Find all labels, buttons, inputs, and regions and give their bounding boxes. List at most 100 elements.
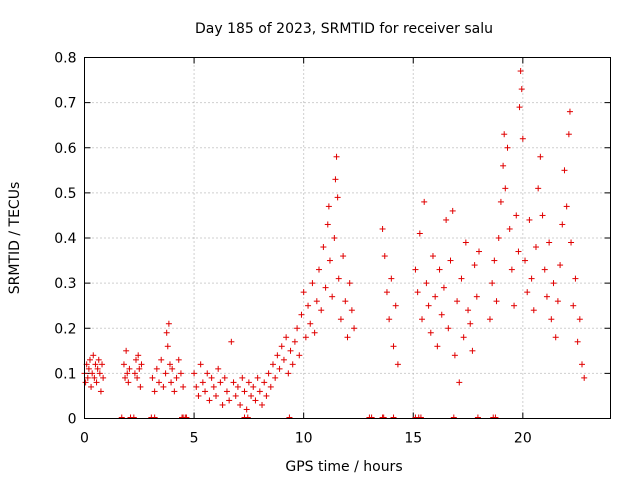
data-point <box>519 135 526 142</box>
data-point <box>324 221 331 228</box>
data-point <box>239 374 246 381</box>
data-point <box>572 275 579 282</box>
data-point <box>173 374 180 381</box>
data-point <box>493 298 500 305</box>
data-point <box>530 307 537 314</box>
data-point <box>136 365 143 372</box>
data-point <box>254 374 261 381</box>
data-point <box>123 347 130 354</box>
data-point <box>223 388 230 395</box>
data-point <box>191 370 198 377</box>
data-point <box>331 235 338 241</box>
data-point <box>557 262 564 269</box>
data-point <box>86 356 93 363</box>
data-point <box>517 68 524 75</box>
data-point <box>390 343 397 350</box>
data-point <box>88 383 95 390</box>
data-point <box>204 370 211 377</box>
data-point <box>92 361 99 368</box>
data-point <box>278 343 285 350</box>
data-point <box>421 198 428 205</box>
data-point <box>563 203 570 210</box>
data-point <box>307 320 314 327</box>
data-point <box>467 320 474 327</box>
data-point <box>215 365 222 372</box>
data-point <box>316 266 323 273</box>
data-point <box>500 162 507 169</box>
data-point <box>272 374 279 381</box>
data-point <box>335 275 342 282</box>
data-point <box>165 320 172 327</box>
data-point <box>535 185 542 192</box>
data-point <box>440 284 447 291</box>
data-point <box>168 379 175 386</box>
data-point <box>489 280 496 287</box>
data-point <box>199 379 206 386</box>
data-point <box>416 230 423 237</box>
data-point <box>473 293 480 300</box>
data-point <box>276 365 283 372</box>
data-point <box>381 253 388 260</box>
y-axis-label: SRMTID / TECUs <box>7 182 23 295</box>
data-point <box>243 406 250 413</box>
data-point <box>333 153 340 160</box>
data-point <box>151 388 158 395</box>
data-point <box>502 185 509 192</box>
x-tick-labels: 0 5 10 15 20 <box>80 431 532 447</box>
data-point <box>541 266 548 273</box>
data-point <box>462 239 469 246</box>
data-point <box>206 397 213 404</box>
y-tick-label: 0 <box>68 412 77 428</box>
data-point <box>90 352 97 359</box>
data-point <box>379 225 386 232</box>
data-point <box>456 379 463 386</box>
data-point <box>436 266 443 273</box>
data-point <box>515 248 522 255</box>
data-point <box>162 370 169 377</box>
data-point <box>429 253 436 260</box>
data-point <box>419 316 426 323</box>
data-point <box>337 316 344 323</box>
data-point <box>516 104 523 111</box>
data-point <box>291 338 298 345</box>
data-point <box>237 401 244 408</box>
axis-ticks <box>84 57 611 419</box>
data-point <box>208 374 215 381</box>
data-point <box>294 325 301 332</box>
data-point <box>454 298 461 305</box>
data-point <box>513 212 520 219</box>
data-point <box>471 262 478 269</box>
data-point <box>334 194 341 201</box>
data-point <box>550 280 557 287</box>
data-point <box>432 293 439 300</box>
data-point <box>232 392 239 399</box>
data-point <box>133 356 140 363</box>
data-point <box>245 379 252 386</box>
data-point <box>412 266 419 273</box>
data-point <box>554 298 561 305</box>
data-point <box>280 356 287 363</box>
data-point <box>576 316 583 323</box>
data-point <box>149 374 156 381</box>
data-point <box>581 374 588 381</box>
data-point <box>230 379 237 386</box>
data-point <box>559 221 566 228</box>
data-point <box>561 167 568 174</box>
data-point <box>126 365 133 372</box>
data-point <box>351 325 358 332</box>
data-point <box>93 379 100 386</box>
data-point <box>175 356 182 363</box>
data-point <box>313 298 320 305</box>
data-point <box>386 316 393 323</box>
data-point <box>158 356 165 363</box>
data-point <box>344 334 351 341</box>
data-point <box>210 383 217 390</box>
data-point <box>332 176 339 183</box>
data-point <box>134 374 141 381</box>
data-point <box>522 257 529 264</box>
data-point <box>169 365 176 372</box>
data-point <box>120 361 127 368</box>
data-point <box>95 356 102 363</box>
data-point <box>565 131 572 138</box>
data-point <box>289 361 296 368</box>
